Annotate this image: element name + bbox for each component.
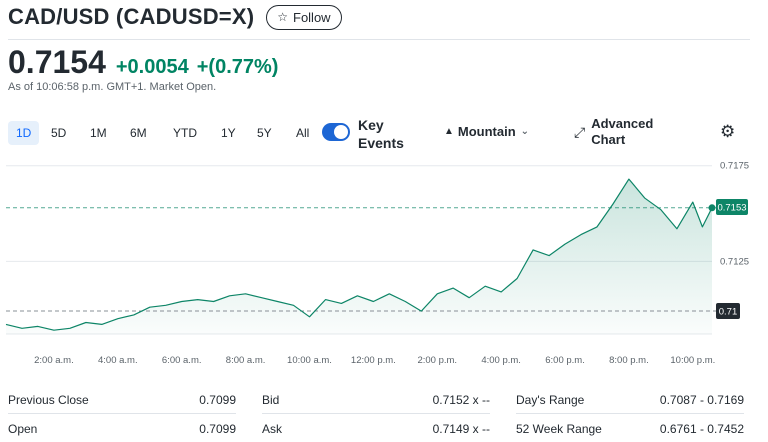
stat-52-week-range: 52 Week Range 0.6761 - 0.7452 — [516, 415, 744, 442]
stat-label: Bid — [262, 392, 280, 407]
x-tick-label: 8:00 p.m. — [609, 355, 649, 366]
current-price-label: 0.7153 — [717, 203, 746, 214]
follow-label: Follow — [293, 9, 331, 25]
stat-label: Open — [8, 421, 38, 436]
range-1y-button[interactable]: 1Y — [221, 126, 236, 140]
chart-type-dropdown[interactable]: ▲ Mountain ⌄ — [444, 124, 529, 139]
x-tick-label: 4:00 a.m. — [98, 355, 138, 366]
stat-bid: Bid 0.7152 x -- — [262, 386, 490, 413]
key-events-toggle[interactable] — [322, 123, 350, 141]
x-tick-label: 10:00 p.m. — [670, 355, 715, 366]
chevron-down-icon: ⌄ — [520, 126, 530, 137]
toggle-knob — [334, 125, 348, 139]
stat-value: 0.6761 - 0.7452 — [659, 421, 744, 436]
range-ytd-button[interactable]: YTD — [173, 126, 197, 140]
x-tick-label: 2:00 a.m. — [34, 355, 74, 366]
quote-price-block: 0.7154 +0.0054 +(0.77%) — [8, 44, 278, 81]
page-title: CAD/USD (CADUSD=X) — [8, 4, 255, 29]
gear-icon[interactable]: ⚙ — [720, 122, 736, 141]
stat-ask: Ask 0.7149 x -- — [262, 415, 490, 442]
range-1d-button[interactable]: 1D — [8, 121, 40, 145]
current-price: 0.7154 — [8, 44, 106, 80]
stat-value: 0.7152 x -- — [432, 392, 490, 407]
header-divider — [8, 39, 750, 40]
stat-value: 0.7099 — [199, 421, 236, 436]
stat-days-range: Day's Range 0.7087 - 0.7169 — [516, 386, 744, 413]
range-all-button[interactable]: All — [296, 126, 310, 140]
x-tick-label: 4:00 p.m. — [481, 355, 521, 366]
price-area — [6, 179, 712, 334]
x-axis: 2:00 a.m. 4:00 a.m. 6:00 a.m. 8:00 a.m. 10:0… — [34, 355, 715, 366]
price-change: +0.0054 — [115, 56, 189, 78]
previous-close-label: 0.71 — [719, 307, 738, 318]
range-1m-button[interactable]: 1M — [90, 126, 107, 140]
stat-value: 0.7087 - 0.7169 — [659, 392, 744, 407]
chart-type-label: Mountain — [457, 124, 516, 139]
advanced-chart-label: Advanced Chart — [591, 116, 654, 147]
range-5y-button[interactable]: 5Y — [257, 126, 272, 140]
range-5d-button[interactable]: 5D — [51, 126, 67, 140]
mountain-icon: ▲ — [444, 126, 454, 137]
quote-stats: Previous Close 0.7099 Bid 0.7152 x -- Da… — [8, 386, 748, 440]
follow-button[interactable]: ☆ Follow — [266, 4, 342, 30]
stat-previous-close: Previous Close 0.7099 — [8, 386, 236, 413]
current-price-tag: 0.7153 — [716, 199, 748, 215]
stat-value: 0.7149 x -- — [432, 421, 490, 436]
price-line — [5, 178, 713, 331]
quote-header: CAD/USD (CADUSD=X) ☆ Follow — [8, 4, 342, 30]
previous-close-tag: 0.71 — [716, 303, 740, 319]
stat-label: Ask — [262, 421, 283, 436]
range-6m-button[interactable]: 6M — [130, 126, 147, 140]
expand-icon: ⤢ — [574, 123, 586, 140]
y-tick-label: 0.7125 — [720, 256, 749, 267]
stat-value: 0.7099 — [199, 392, 236, 407]
advanced-chart-button[interactable]: ⤢ Advanced Chart — [574, 116, 671, 148]
price-chart[interactable]: 0.7175 0.7125 2:00 a.m. 4:00 a.m. 6:00 a.m.… — [0, 152, 768, 374]
stat-divider — [516, 413, 744, 414]
stat-divider — [262, 413, 490, 414]
y-tick-label: 0.7175 — [720, 161, 749, 172]
x-tick-label: 2:00 p.m. — [417, 355, 457, 366]
y-axis: 0.7175 0.7125 — [720, 161, 749, 268]
stat-open: Open 0.7099 — [8, 415, 236, 442]
market-timestamp: As of 10:06:58 p.m. GMT+1. Market Open. — [8, 81, 217, 93]
stat-label: Previous Close — [8, 392, 89, 407]
stat-label: Day's Range — [516, 392, 585, 407]
x-tick-label: 6:00 a.m. — [162, 355, 202, 366]
x-tick-label: 8:00 a.m. — [226, 355, 266, 366]
x-tick-label: 6:00 p.m. — [545, 355, 585, 366]
key-events-label[interactable]: Key Events — [358, 117, 404, 151]
star-outline-icon: ☆ — [277, 10, 288, 24]
chart-toolbar: 1D 5D 1M 6M YTD 1Y 5Y All Key Events ▲ M… — [8, 116, 758, 151]
x-tick-label: 10:00 a.m. — [287, 355, 332, 366]
stat-divider — [8, 413, 236, 414]
stat-label: 52 Week Range — [516, 421, 602, 436]
x-tick-label: 12:00 p.m. — [351, 355, 396, 366]
current-price-dot — [708, 204, 716, 212]
price-change-percent: +(0.77%) — [196, 56, 279, 78]
